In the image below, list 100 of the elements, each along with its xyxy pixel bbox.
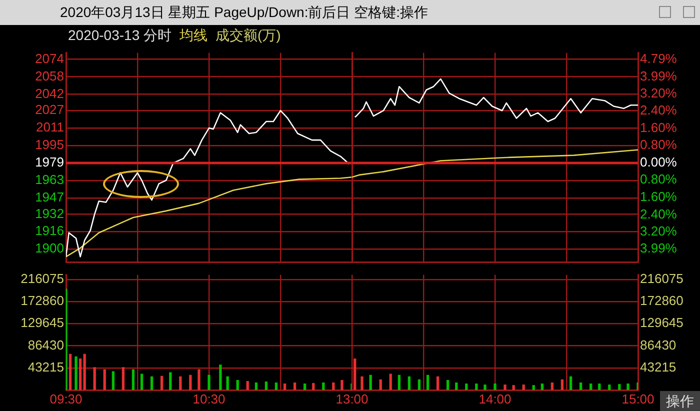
text: 0.80% [640, 137, 677, 152]
text: 3.99% [640, 240, 677, 256]
x-tick-label: 10:30 [192, 391, 226, 406]
y-tick-label: 216075 [20, 270, 64, 286]
x-tick-label: 13:00 [336, 391, 368, 406]
bar [93, 367, 96, 390]
bar [112, 371, 115, 390]
text: 均线 [180, 27, 208, 43]
y-tick-label: 43215 [28, 359, 64, 374]
x-tick-label: 15:00 [622, 391, 654, 406]
bar [254, 382, 258, 390]
bar [169, 372, 172, 390]
bar [264, 381, 268, 390]
bar [83, 354, 86, 390]
x-tick-label: 14:00 [478, 391, 512, 406]
text: 1.60% [640, 120, 677, 135]
chart-subtitle: 2020-03-13 分时 [68, 27, 172, 43]
bar [436, 376, 440, 390]
bar [504, 384, 506, 390]
bar [332, 382, 335, 390]
bar [522, 384, 525, 390]
bar [103, 369, 106, 390]
bar [74, 356, 78, 390]
y2-tick-label: 172860 [640, 293, 684, 308]
text: 1.60% [640, 189, 677, 204]
y-tick-label: 1995 [35, 137, 64, 152]
bar [532, 385, 535, 390]
bar [512, 385, 515, 390]
bar [322, 382, 325, 390]
bar [140, 374, 144, 390]
bar [560, 379, 564, 390]
y-tick-label: 2058 [35, 68, 64, 84]
bar [618, 384, 621, 390]
y-tick-label: 1979 [35, 154, 64, 170]
bar [475, 384, 478, 390]
bar [340, 380, 344, 390]
y-tick-label: 1900 [35, 240, 64, 256]
bar [369, 374, 372, 390]
bar [455, 382, 458, 390]
bar [589, 384, 592, 390]
text: 0.80% [640, 172, 677, 187]
text: 4.79% [640, 51, 677, 66]
bar [246, 380, 249, 390]
bar [354, 358, 356, 390]
y2-tick-label: 216075 [640, 270, 684, 286]
bar [122, 367, 125, 390]
y-tick-label: 2074 [35, 50, 64, 66]
bar [626, 384, 630, 390]
bar [569, 376, 572, 390]
bar [68, 354, 72, 390]
bar [418, 379, 421, 390]
bar [540, 384, 544, 390]
y2-tick-label: 43215 [640, 359, 676, 374]
bar [465, 384, 468, 390]
bar [446, 380, 450, 390]
bar [550, 382, 554, 390]
text: 0.00% [640, 154, 677, 170]
bar [408, 376, 411, 390]
bar [303, 384, 306, 390]
x-tick-label: 09:30 [50, 391, 82, 406]
bar [398, 374, 401, 390]
y-tick-label: 2042 [35, 86, 64, 101]
y2-tick-label: 86430 [640, 337, 676, 352]
bar [579, 382, 582, 390]
bar [389, 374, 392, 390]
bar [219, 364, 222, 390]
y-tick-label: 129645 [20, 315, 64, 330]
bar [226, 376, 229, 390]
bar [484, 384, 486, 390]
bar [236, 380, 239, 390]
text: 2.40% [640, 206, 677, 222]
y-tick-label: 1916 [35, 223, 64, 238]
y-tick-label: 86430 [28, 337, 64, 352]
bar [150, 376, 154, 390]
bar [494, 384, 496, 390]
bar [189, 374, 192, 390]
y-tick-label: 1947 [35, 189, 64, 204]
y-tick-label: 172860 [20, 293, 64, 308]
y-tick-label: 1963 [35, 172, 64, 187]
y-tick-label: 2011 [36, 120, 64, 135]
text: 3.20% [640, 224, 677, 239]
bar [360, 376, 364, 390]
bar [274, 382, 278, 390]
text: 3.99% [640, 68, 677, 84]
text: 成交额(万) [216, 27, 281, 43]
y2-tick-label: 129645 [640, 315, 684, 330]
bar [312, 383, 315, 390]
bar [198, 369, 200, 390]
text: 3.20% [640, 85, 677, 100]
bar [179, 376, 182, 390]
bar [426, 374, 430, 390]
bar [208, 374, 210, 390]
bar [78, 358, 82, 390]
y-tick-label: 2027 [35, 102, 64, 118]
bar [132, 369, 135, 390]
y-tick-label: 1932 [35, 206, 64, 221]
text: 2.40% [640, 102, 677, 118]
bar [293, 382, 296, 390]
bar [608, 384, 611, 390]
chart-title: 2020年03月13日 星期五 PageUp/Down:前后日 空格键:操作 [60, 4, 428, 22]
